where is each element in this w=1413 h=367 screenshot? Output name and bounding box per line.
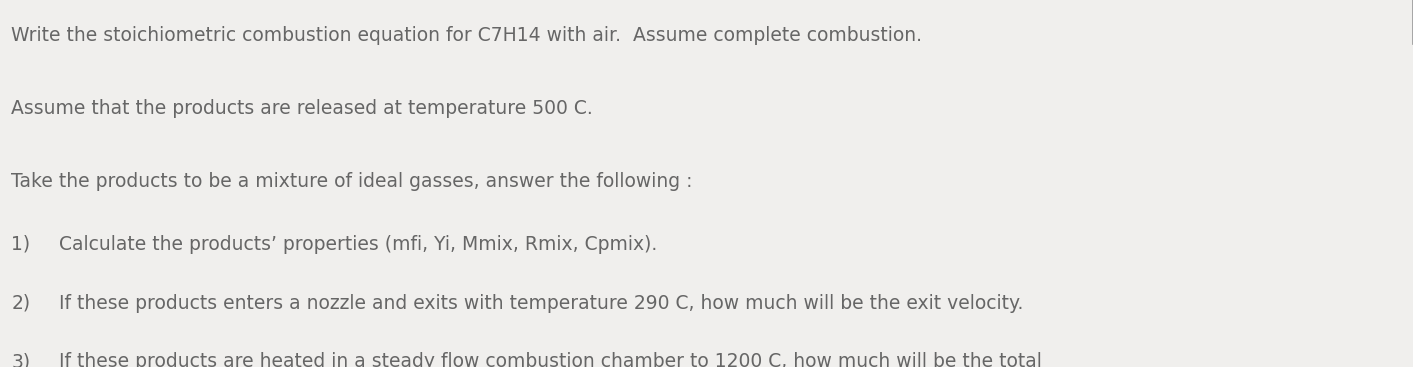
Text: 2): 2) <box>11 294 31 313</box>
Text: Calculate the products’ properties (mfi, Yi, Mmix, Rmix, Cpmix).: Calculate the products’ properties (mfi,… <box>59 235 657 254</box>
Text: Take the products to be a mixture of ideal gasses, answer the following :: Take the products to be a mixture of ide… <box>11 172 692 192</box>
Text: 3): 3) <box>11 352 31 367</box>
Text: 1): 1) <box>11 235 31 254</box>
Text: Assume that the products are released at temperature 500 C.: Assume that the products are released at… <box>11 99 593 118</box>
Text: Write the stoichiometric combustion equation for C7H14 with air.  Assume complet: Write the stoichiometric combustion equa… <box>11 26 923 45</box>
Text: If these products are heated in a steady flow combustion chamber to 1200 C, how : If these products are heated in a steady… <box>59 352 1043 367</box>
Text: If these products enters a nozzle and exits with temperature 290 C, how much wil: If these products enters a nozzle and ex… <box>59 294 1024 313</box>
